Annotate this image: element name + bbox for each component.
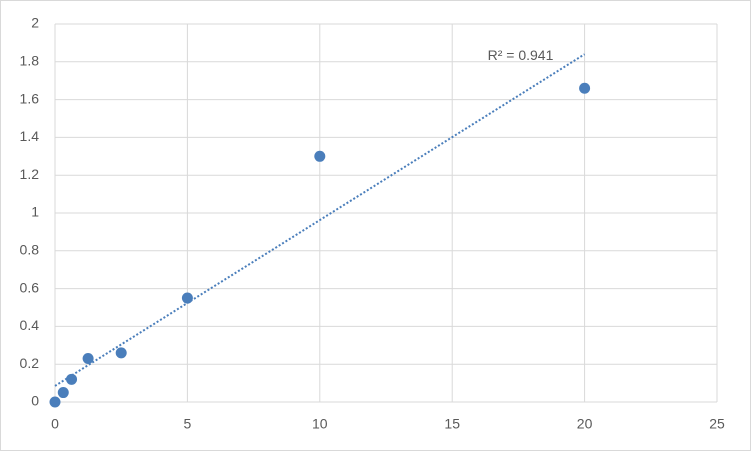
y-tick-label: 0.6 — [20, 279, 40, 295]
y-tick-label: 0.2 — [20, 355, 40, 371]
data-point — [115, 347, 127, 359]
y-tick-label: 2 — [31, 15, 39, 31]
data-point — [57, 387, 69, 399]
y-tick-label: 1.2 — [20, 166, 40, 182]
y-tick-label: 1.4 — [20, 128, 40, 144]
y-tick-label: 0 — [31, 393, 39, 409]
x-tick-label: 0 — [51, 416, 59, 432]
data-point — [66, 373, 78, 385]
y-tick-label: 0.4 — [20, 317, 40, 333]
x-tick-label: 15 — [444, 416, 460, 432]
y-tick-label: 1.8 — [20, 53, 40, 69]
x-tick-label: 10 — [312, 416, 328, 432]
x-tick-label: 5 — [184, 416, 192, 432]
data-point — [49, 396, 61, 408]
x-tick-label: 25 — [709, 416, 725, 432]
y-tick-label: 0.8 — [20, 242, 40, 258]
data-point — [314, 150, 326, 162]
data-point — [82, 353, 94, 365]
trendline — [54, 53, 586, 387]
x-tick-label: 20 — [577, 416, 593, 432]
y-tick-label: 1.6 — [20, 90, 40, 106]
y-tick-label: 1 — [31, 204, 39, 220]
trendline-label: R² = 0.941 — [488, 47, 554, 63]
data-point — [181, 292, 193, 304]
data-point — [579, 82, 591, 94]
